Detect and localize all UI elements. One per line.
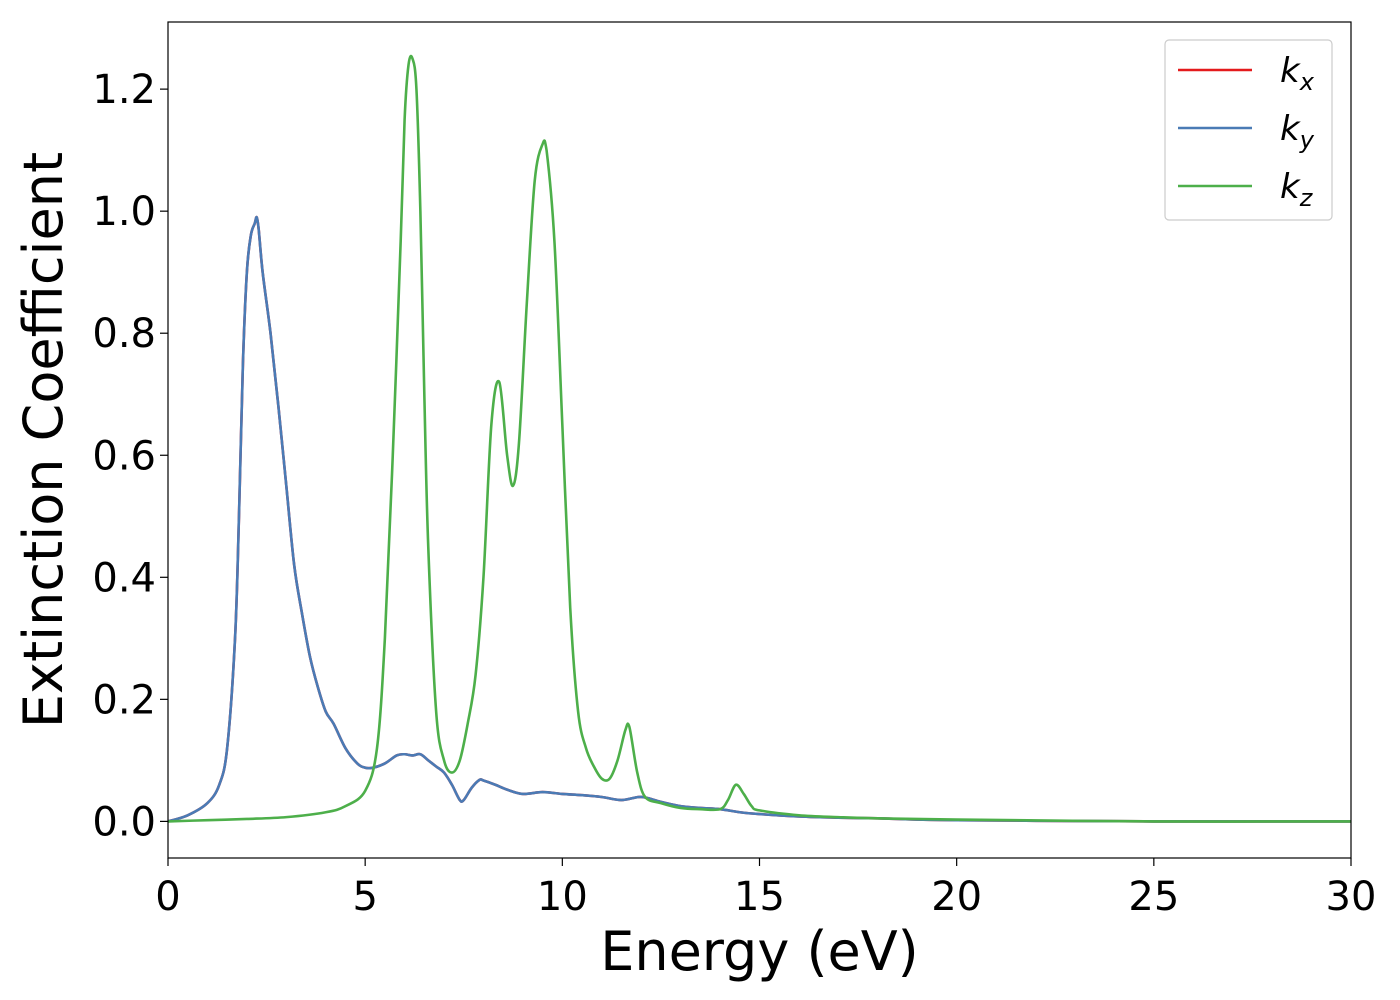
y-axis-title: Extinction Coefficient <box>12 152 75 728</box>
y-tick-label: 1.0 <box>92 189 156 235</box>
x-tick-label: 0 <box>155 874 180 920</box>
x-tick-label: 15 <box>734 874 785 920</box>
legend-label-z: kz <box>1280 167 1314 212</box>
legend-label-x: kx <box>1280 51 1315 96</box>
series-layer <box>168 54 1351 823</box>
x-tick-label: 20 <box>931 874 982 920</box>
y-tick-label: 1.2 <box>92 67 156 113</box>
y-tick-label: 0.8 <box>92 311 156 357</box>
y-tick-label: 0.2 <box>92 677 156 723</box>
x-axis-title: Energy (eV) <box>600 920 919 983</box>
x-tick-label: 5 <box>352 874 377 920</box>
legend: kx ky kz <box>1164 39 1333 221</box>
x-tick-label: 30 <box>1326 874 1377 920</box>
x-tick-label: 10 <box>537 874 588 920</box>
y-axis-ticks: 0.0 0.2 0.4 0.6 0.8 1.0 1.2 <box>92 67 168 845</box>
y-tick-label: 0.4 <box>92 555 156 601</box>
y-tick-label: 0.0 <box>92 799 156 845</box>
y-tick-label: 0.6 <box>92 433 156 479</box>
plot-area <box>168 22 1351 858</box>
legend-box <box>1164 39 1333 221</box>
x-tick-label: 25 <box>1128 874 1179 920</box>
x-axis-ticks: 0 5 10 15 20 25 30 <box>155 858 1376 920</box>
legend-label-y: ky <box>1280 109 1315 154</box>
series-line-z <box>168 54 1351 823</box>
